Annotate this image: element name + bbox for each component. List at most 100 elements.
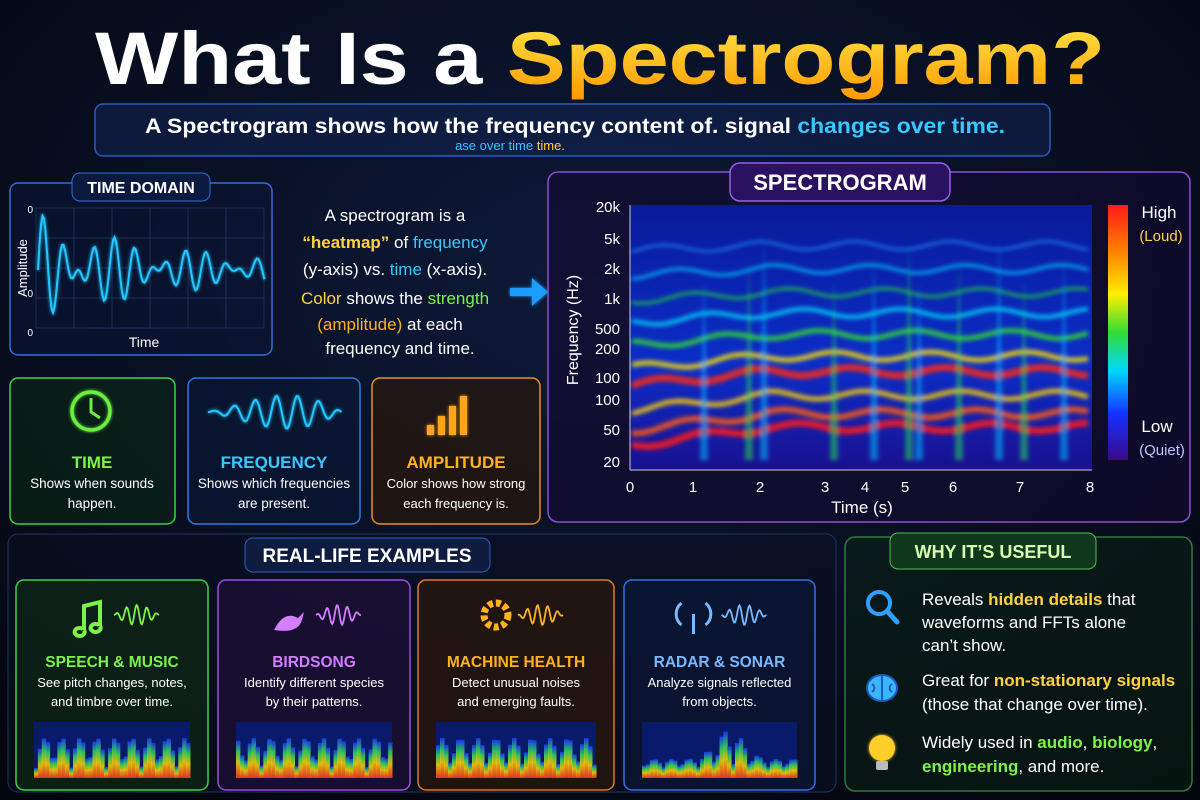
spectrogram-title: SPECTROGRAM — [753, 170, 927, 195]
useful-highlight: hidden details — [988, 590, 1102, 609]
y-tick-label: 50 — [603, 422, 620, 439]
thumbnail-bar — [92, 741, 97, 778]
thumbnail-bar — [139, 766, 144, 778]
thumbnail-bar — [49, 757, 54, 778]
thumbnail-bar — [170, 750, 175, 778]
thumbnail-bar — [750, 760, 755, 778]
example-title: BIRDSONG — [272, 654, 356, 671]
thumbnail-bar — [73, 748, 78, 778]
useful-part: Reveals — [922, 590, 988, 609]
thumbnail-bar — [680, 764, 686, 778]
subtitle-part: A Spectrogram shows how the frequency co… — [145, 115, 797, 138]
desc-part: shows the — [342, 289, 428, 308]
thumbnail-bar — [707, 751, 713, 778]
thumbnail-bar — [560, 751, 565, 778]
thumbnail-bar — [108, 747, 113, 778]
thumbnail-bar — [548, 738, 553, 778]
thumbnail-bar — [182, 738, 187, 778]
y-tick-label: 100 — [595, 392, 620, 409]
card-text: happen. — [68, 496, 117, 511]
thumbnail-bar — [278, 759, 284, 778]
thumbnail-bar — [524, 752, 529, 778]
subtitle-box — [94, 103, 1051, 157]
x-tick-label: 1 — [689, 479, 697, 496]
desc-part: (x-axis). — [422, 260, 487, 279]
wave-icon — [113, 603, 160, 626]
heat-band — [630, 364, 1089, 389]
card-text: each frequency is. — [403, 496, 509, 511]
music-icon — [72, 599, 103, 638]
thumbnail-bar — [131, 738, 136, 778]
clock-hands — [89, 398, 101, 420]
y-tick-label: 0 — [27, 328, 33, 339]
echo-highlight: time. — [537, 138, 565, 153]
thumbnail-bar — [151, 742, 156, 778]
heat-spike — [1060, 260, 1068, 460]
thumbnail-bar — [673, 760, 678, 778]
thumbnail-bar — [325, 747, 331, 778]
thumbnail-bar — [37, 748, 43, 778]
thumbnail-bar — [61, 738, 66, 778]
thumbnail-bar — [178, 747, 183, 778]
thumbnail-bar — [528, 739, 533, 778]
thumbnail-bar — [166, 738, 171, 778]
desc-highlight: Color — [301, 289, 342, 308]
heat-spike — [870, 260, 878, 460]
heat-spike — [995, 240, 1003, 460]
x-tick-label: 4 — [861, 479, 869, 496]
thumbnail-bar — [777, 760, 782, 778]
thumbnail-bar — [684, 759, 689, 778]
card — [9, 377, 176, 525]
thumbnail-bar — [341, 741, 346, 778]
useful-highlight: audio — [1037, 733, 1082, 752]
thumbnail-bar — [282, 743, 288, 778]
desc-part: of — [389, 233, 413, 252]
title-highlight: Spectrogram? — [507, 17, 1105, 100]
thumbnail-bar — [700, 758, 705, 778]
thumbnail-bar — [472, 744, 477, 778]
example-title: RADAR & SONAR — [654, 654, 786, 671]
thumbnail-bar — [452, 753, 457, 778]
heat-band — [631, 327, 1089, 349]
useful-title: WHY IT’S USEFUL — [915, 542, 1072, 562]
thumbnail-bar — [76, 738, 82, 778]
thumbnail-bar — [88, 757, 93, 778]
heat-spike — [745, 260, 753, 460]
example-text: See pitch changes, notes, — [37, 675, 187, 690]
thumbnail-bar — [564, 739, 569, 778]
waveform — [37, 213, 266, 316]
bar-icon — [460, 396, 467, 435]
thumbnail-bar — [345, 756, 350, 778]
thumbnail-bar — [147, 738, 152, 778]
example-title: SPEECH & MUSIC — [45, 654, 179, 671]
thumbnail-bar — [642, 765, 647, 778]
wave-icon — [721, 603, 767, 626]
heat-spike — [700, 280, 708, 460]
thumbnail-bar — [468, 762, 473, 778]
useful-line: (those that change over time). — [922, 695, 1148, 714]
thumbnail-bar — [317, 742, 323, 778]
y-tick-label: 2k — [604, 261, 620, 278]
bar-icon — [438, 416, 445, 435]
thumbnail-bar — [460, 739, 465, 778]
spectrogram-pill — [729, 162, 951, 202]
thumbnail-bar — [742, 748, 748, 778]
thumbnail-bar — [251, 738, 256, 778]
thumbnail-bar — [353, 742, 358, 778]
thumbnail-bar — [154, 759, 160, 778]
thumbnail-bar — [488, 752, 493, 778]
thumbnail-bar — [544, 744, 549, 778]
useful-highlight: non-stationary signals — [994, 671, 1175, 690]
thumbnail-bar — [135, 749, 140, 778]
thumbnail-bar — [360, 747, 366, 778]
wave-icon — [517, 603, 564, 627]
thumbnail-bar — [69, 767, 74, 778]
thumbnail-bar — [53, 757, 58, 778]
thumbnail-bar — [310, 756, 315, 778]
thumbnail-bar — [480, 745, 485, 778]
thumbnail-bar — [271, 740, 276, 778]
bar-icon — [427, 425, 434, 435]
heat-spike — [830, 280, 838, 460]
desc-line: (amplitude) at each — [317, 315, 463, 334]
